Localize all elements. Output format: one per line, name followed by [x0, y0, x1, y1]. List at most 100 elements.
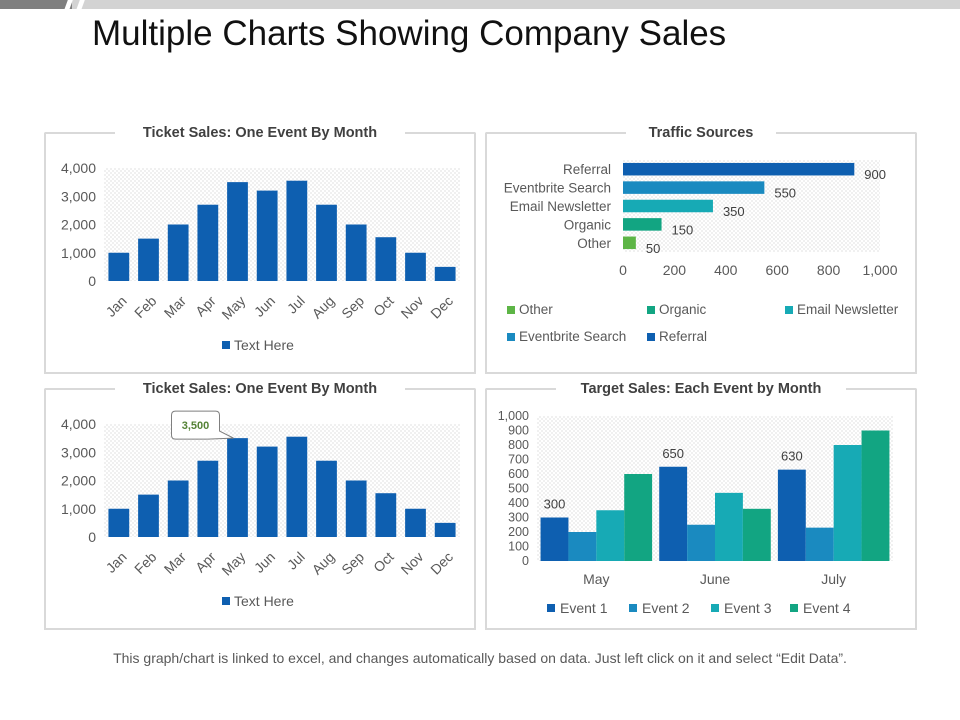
y-tick-label: 200	[508, 525, 529, 539]
x-tick-label: Sep	[338, 292, 367, 321]
y-tick-label: 500	[508, 482, 529, 496]
bar-jul	[286, 180, 308, 281]
bar-event-2-may	[568, 532, 597, 561]
legend-swatch	[785, 306, 793, 314]
page-title: Multiple Charts Showing Company Sales	[92, 14, 727, 53]
legend-label: Event 3	[724, 600, 772, 616]
bar-oct	[375, 493, 397, 537]
chart-title: Target Sales: Each Event by Month	[581, 381, 822, 397]
bar-other	[623, 236, 636, 250]
bar-event-4-july	[861, 430, 890, 561]
bar-dec	[434, 266, 456, 281]
bar-feb	[138, 238, 159, 281]
y-tick-label: 100	[508, 540, 529, 554]
bar-event-1-may	[540, 517, 569, 561]
ticket-sales-chart-bottom-svg: Ticket Sales: One Event By Month 0 1,000 2,…	[44, 381, 476, 630]
bar-event-2-july	[805, 527, 834, 561]
data-callout-box	[171, 410, 234, 440]
bar-feb	[138, 494, 159, 537]
x-tick-label: Mar	[161, 548, 190, 577]
bar-event-4-june	[742, 508, 771, 561]
x-tick-label: July	[821, 571, 846, 587]
bar-mar	[167, 224, 189, 281]
legend-swatch	[547, 604, 555, 612]
x-tick-label: Jun	[251, 293, 278, 320]
data-label: 50	[646, 241, 660, 256]
bar-aug	[316, 204, 337, 281]
y-tick-label: 4,000	[61, 416, 96, 432]
panel-border	[44, 389, 476, 630]
bar-event-3-july	[833, 445, 862, 561]
legend-label: Email Newsletter	[797, 302, 899, 317]
bar-organic	[623, 218, 662, 231]
category-label: Referral	[563, 162, 611, 177]
bar-dec	[434, 522, 456, 537]
bar-nov	[405, 252, 426, 281]
y-tick-label: 3,000	[61, 188, 96, 204]
bar-event-1-june	[659, 466, 688, 561]
data-label: 550	[774, 186, 796, 201]
chart-title: Traffic Sources	[649, 125, 754, 141]
x-tick-label: Apr	[192, 548, 219, 575]
bar-nov	[405, 508, 426, 537]
x-tick-label: Dec	[427, 293, 456, 322]
x-tick-label: Oct	[370, 549, 397, 576]
bar-mar	[167, 480, 189, 537]
y-tick-label: 0	[88, 529, 96, 545]
panel-border	[485, 389, 917, 630]
x-tick-label: 400	[714, 262, 738, 278]
legend-label: Event 2	[642, 600, 690, 616]
x-tick-label: 1,000	[862, 262, 897, 278]
ticket-sales-chart-top[interactable]: Ticket Sales: One Event By Month 0 1,000 2,…	[44, 118, 476, 374]
legend-label: Organic	[659, 302, 707, 317]
x-tick-label: 0	[619, 262, 627, 278]
x-tick-label: Sep	[338, 548, 367, 577]
y-tick-label: 400	[508, 496, 529, 510]
bar-may	[227, 182, 248, 281]
ticket-sales-chart-bottom[interactable]: Ticket Sales: One Event By Month 0 1,000 2,…	[44, 374, 476, 630]
bar-jun	[256, 446, 278, 537]
bar-may	[227, 438, 248, 537]
legend-swatch	[507, 333, 515, 341]
data-label: 350	[723, 204, 745, 219]
bar-apr	[197, 204, 219, 281]
plot-area	[104, 168, 460, 281]
footnote: This graph/chart is linked to excel, and…	[113, 650, 847, 666]
legend-swatch	[647, 306, 655, 314]
x-tick-label: 800	[817, 262, 841, 278]
x-tick-label: May	[583, 571, 609, 587]
x-tick-label: Jul	[284, 293, 308, 317]
legend-swatch	[222, 597, 230, 605]
bar-jul	[286, 436, 308, 537]
data-label: 630	[781, 449, 803, 464]
panel-border	[485, 133, 917, 374]
legend-swatch	[647, 333, 655, 341]
y-tick-label: 0	[88, 273, 96, 289]
y-tick-label: 4,000	[61, 160, 96, 176]
legend-label: Event 4	[803, 600, 851, 616]
bar-email-newsletter	[623, 199, 713, 213]
chart-title: Ticket Sales: One Event By Month	[143, 125, 377, 141]
category-label: Email Newsletter	[510, 199, 612, 214]
y-tick-label: 3,000	[61, 444, 96, 460]
bar-sep	[345, 480, 367, 537]
x-tick-label: Mar	[161, 292, 190, 321]
legend-label: Eventbrite Search	[519, 329, 626, 344]
bar-event-1-july	[777, 469, 806, 561]
x-tick-label: Oct	[370, 293, 397, 320]
x-tick-label: Feb	[131, 548, 160, 577]
data-label: 900	[864, 167, 886, 182]
legend-swatch	[507, 306, 515, 314]
x-tick-label: Nov	[398, 293, 427, 322]
x-tick-label: Jul	[284, 549, 308, 573]
target-sales-chart[interactable]: Target Sales: Each Event by Month 0 100 200…	[485, 374, 917, 630]
traffic-sources-chart[interactable]: Traffic Sources Referral 900 Eventbrite Sea…	[485, 118, 917, 374]
bar-aug	[316, 460, 337, 537]
x-tick-label: Aug	[309, 549, 338, 578]
bar-referral	[623, 162, 855, 176]
bar-jan	[108, 508, 130, 537]
category-label: Organic	[564, 217, 612, 232]
x-tick-label: May	[218, 293, 248, 323]
legend-swatch	[629, 604, 637, 612]
x-tick-label: Feb	[131, 292, 160, 321]
